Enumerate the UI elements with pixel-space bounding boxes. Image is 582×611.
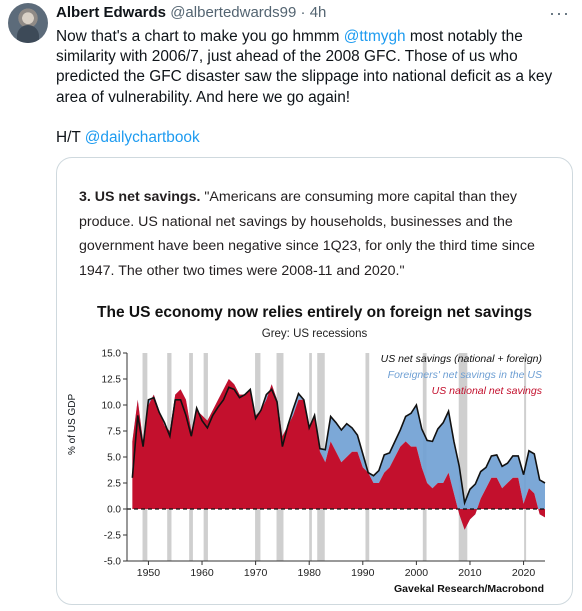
- y-tick-label: 2.5: [107, 479, 121, 490]
- series-total-line: [131, 386, 546, 506]
- hat-tip: H/T @dailychartbook: [56, 128, 571, 148]
- x-tick-label: 2010: [458, 567, 482, 579]
- chart-credit: Gavekal Research/Macrobond: [394, 583, 544, 595]
- y-tick-label: 7.5: [107, 427, 121, 438]
- y-tick-label: -2.5: [104, 531, 122, 542]
- chart-plot: 15.0 12.5 10.0 7.5 5.0 2.5 0.0 -2.5 -5.0 1950 1960…: [102, 349, 546, 579]
- legend-foreign: Foreigners' net savings in the US: [387, 369, 542, 381]
- recession-band-8: [365, 353, 370, 561]
- ht-prefix: H/T: [56, 128, 85, 146]
- author-name[interactable]: Albert Edwards: [56, 4, 167, 21]
- x-tick-label: 1980: [298, 567, 322, 579]
- y-tick-label: 5.0: [107, 453, 121, 464]
- y-tick-label: 10.0: [102, 401, 122, 412]
- tweet-body: Now that's a chart to make you go hmmm @…: [56, 27, 571, 108]
- image-card[interactable]: 3. US net savings. "Americans are consum…: [56, 157, 573, 605]
- series-foreign-area: [132, 379, 545, 530]
- caption-bold: 3. US net savings.: [79, 189, 201, 205]
- ht-mention-link[interactable]: @dailychartbook: [84, 128, 200, 146]
- separator: ·: [300, 4, 306, 21]
- timestamp[interactable]: 4h: [309, 4, 327, 21]
- chart-legend: US net savings (national + foreign) Fore…: [381, 351, 542, 399]
- x-tick-label: 2000: [405, 567, 429, 579]
- x-tick-label: 1990: [351, 567, 375, 579]
- tweet-text-before: Now that's a chart to make you go hmmm: [56, 28, 344, 45]
- tweet-header: Albert Edwards @albertedwards99 · 4h: [56, 4, 326, 24]
- y-tick-label: -5.0: [104, 557, 122, 568]
- series-national-area: [132, 379, 545, 530]
- mention-link[interactable]: @ttmygh: [343, 28, 406, 45]
- recession-band-10: [458, 353, 468, 561]
- y-tick-label: 0.0: [107, 505, 121, 516]
- recession-band-11: [524, 353, 527, 561]
- x-tick-label: 1960: [190, 567, 214, 579]
- legend-national: US national net savings: [431, 385, 542, 397]
- x-tick-label: 1950: [137, 567, 161, 579]
- tweet-text-after: most notably the similarity with 2006/7,…: [56, 28, 553, 106]
- tweet-text: Now that's a chart to make you go hmmm @…: [56, 27, 571, 148]
- y-axis-label: % of US GDP: [67, 393, 78, 455]
- x-tick-label: 2020: [512, 567, 536, 579]
- author-handle[interactable]: @albertedwards99: [170, 4, 297, 21]
- avatar[interactable]: [8, 3, 48, 43]
- chart-caption: 3. US net savings. "Americans are consum…: [79, 185, 554, 283]
- y-tick-label: 15.0: [102, 349, 122, 360]
- legend-total: US net savings (national + foreign): [380, 353, 542, 365]
- y-tick-label: 12.5: [102, 375, 122, 386]
- chart-subtitle: Grey: US recessions: [261, 328, 368, 340]
- chart-title: The US economy now relies entirely on fo…: [97, 304, 532, 321]
- caption-text: "Americans are consuming more capital th…: [79, 189, 535, 279]
- x-tick-label: 1970: [244, 567, 268, 579]
- more-icon[interactable]: ···: [549, 3, 570, 23]
